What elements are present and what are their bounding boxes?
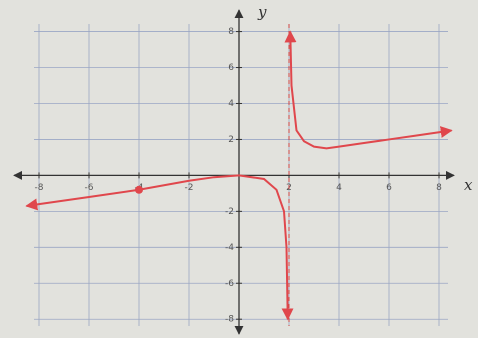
y-tick-label: 2 xyxy=(228,135,234,145)
y-tick-label: -8 xyxy=(225,315,234,325)
y-tick-label: -2 xyxy=(225,207,234,217)
x-tick-label: -6 xyxy=(85,183,94,193)
chart: x y -8-6-4-22468-8-6-4-22468 xyxy=(0,0,478,338)
x-tick-label: 4 xyxy=(336,183,342,193)
y-axis-label: y xyxy=(257,3,267,21)
y-tick-label: 6 xyxy=(228,63,234,73)
y-tick-label: -4 xyxy=(225,243,234,253)
x-tick-label: -2 xyxy=(185,183,194,193)
x-tick-label: 8 xyxy=(436,183,442,193)
y-tick-label: -6 xyxy=(225,279,234,289)
y-tick-label: 8 xyxy=(228,27,234,37)
x-tick-label: 6 xyxy=(386,183,392,193)
point xyxy=(135,186,143,194)
y-tick-label: 4 xyxy=(228,99,234,109)
x-tick-label: -8 xyxy=(35,183,44,193)
x-axis-label: x xyxy=(464,176,473,194)
